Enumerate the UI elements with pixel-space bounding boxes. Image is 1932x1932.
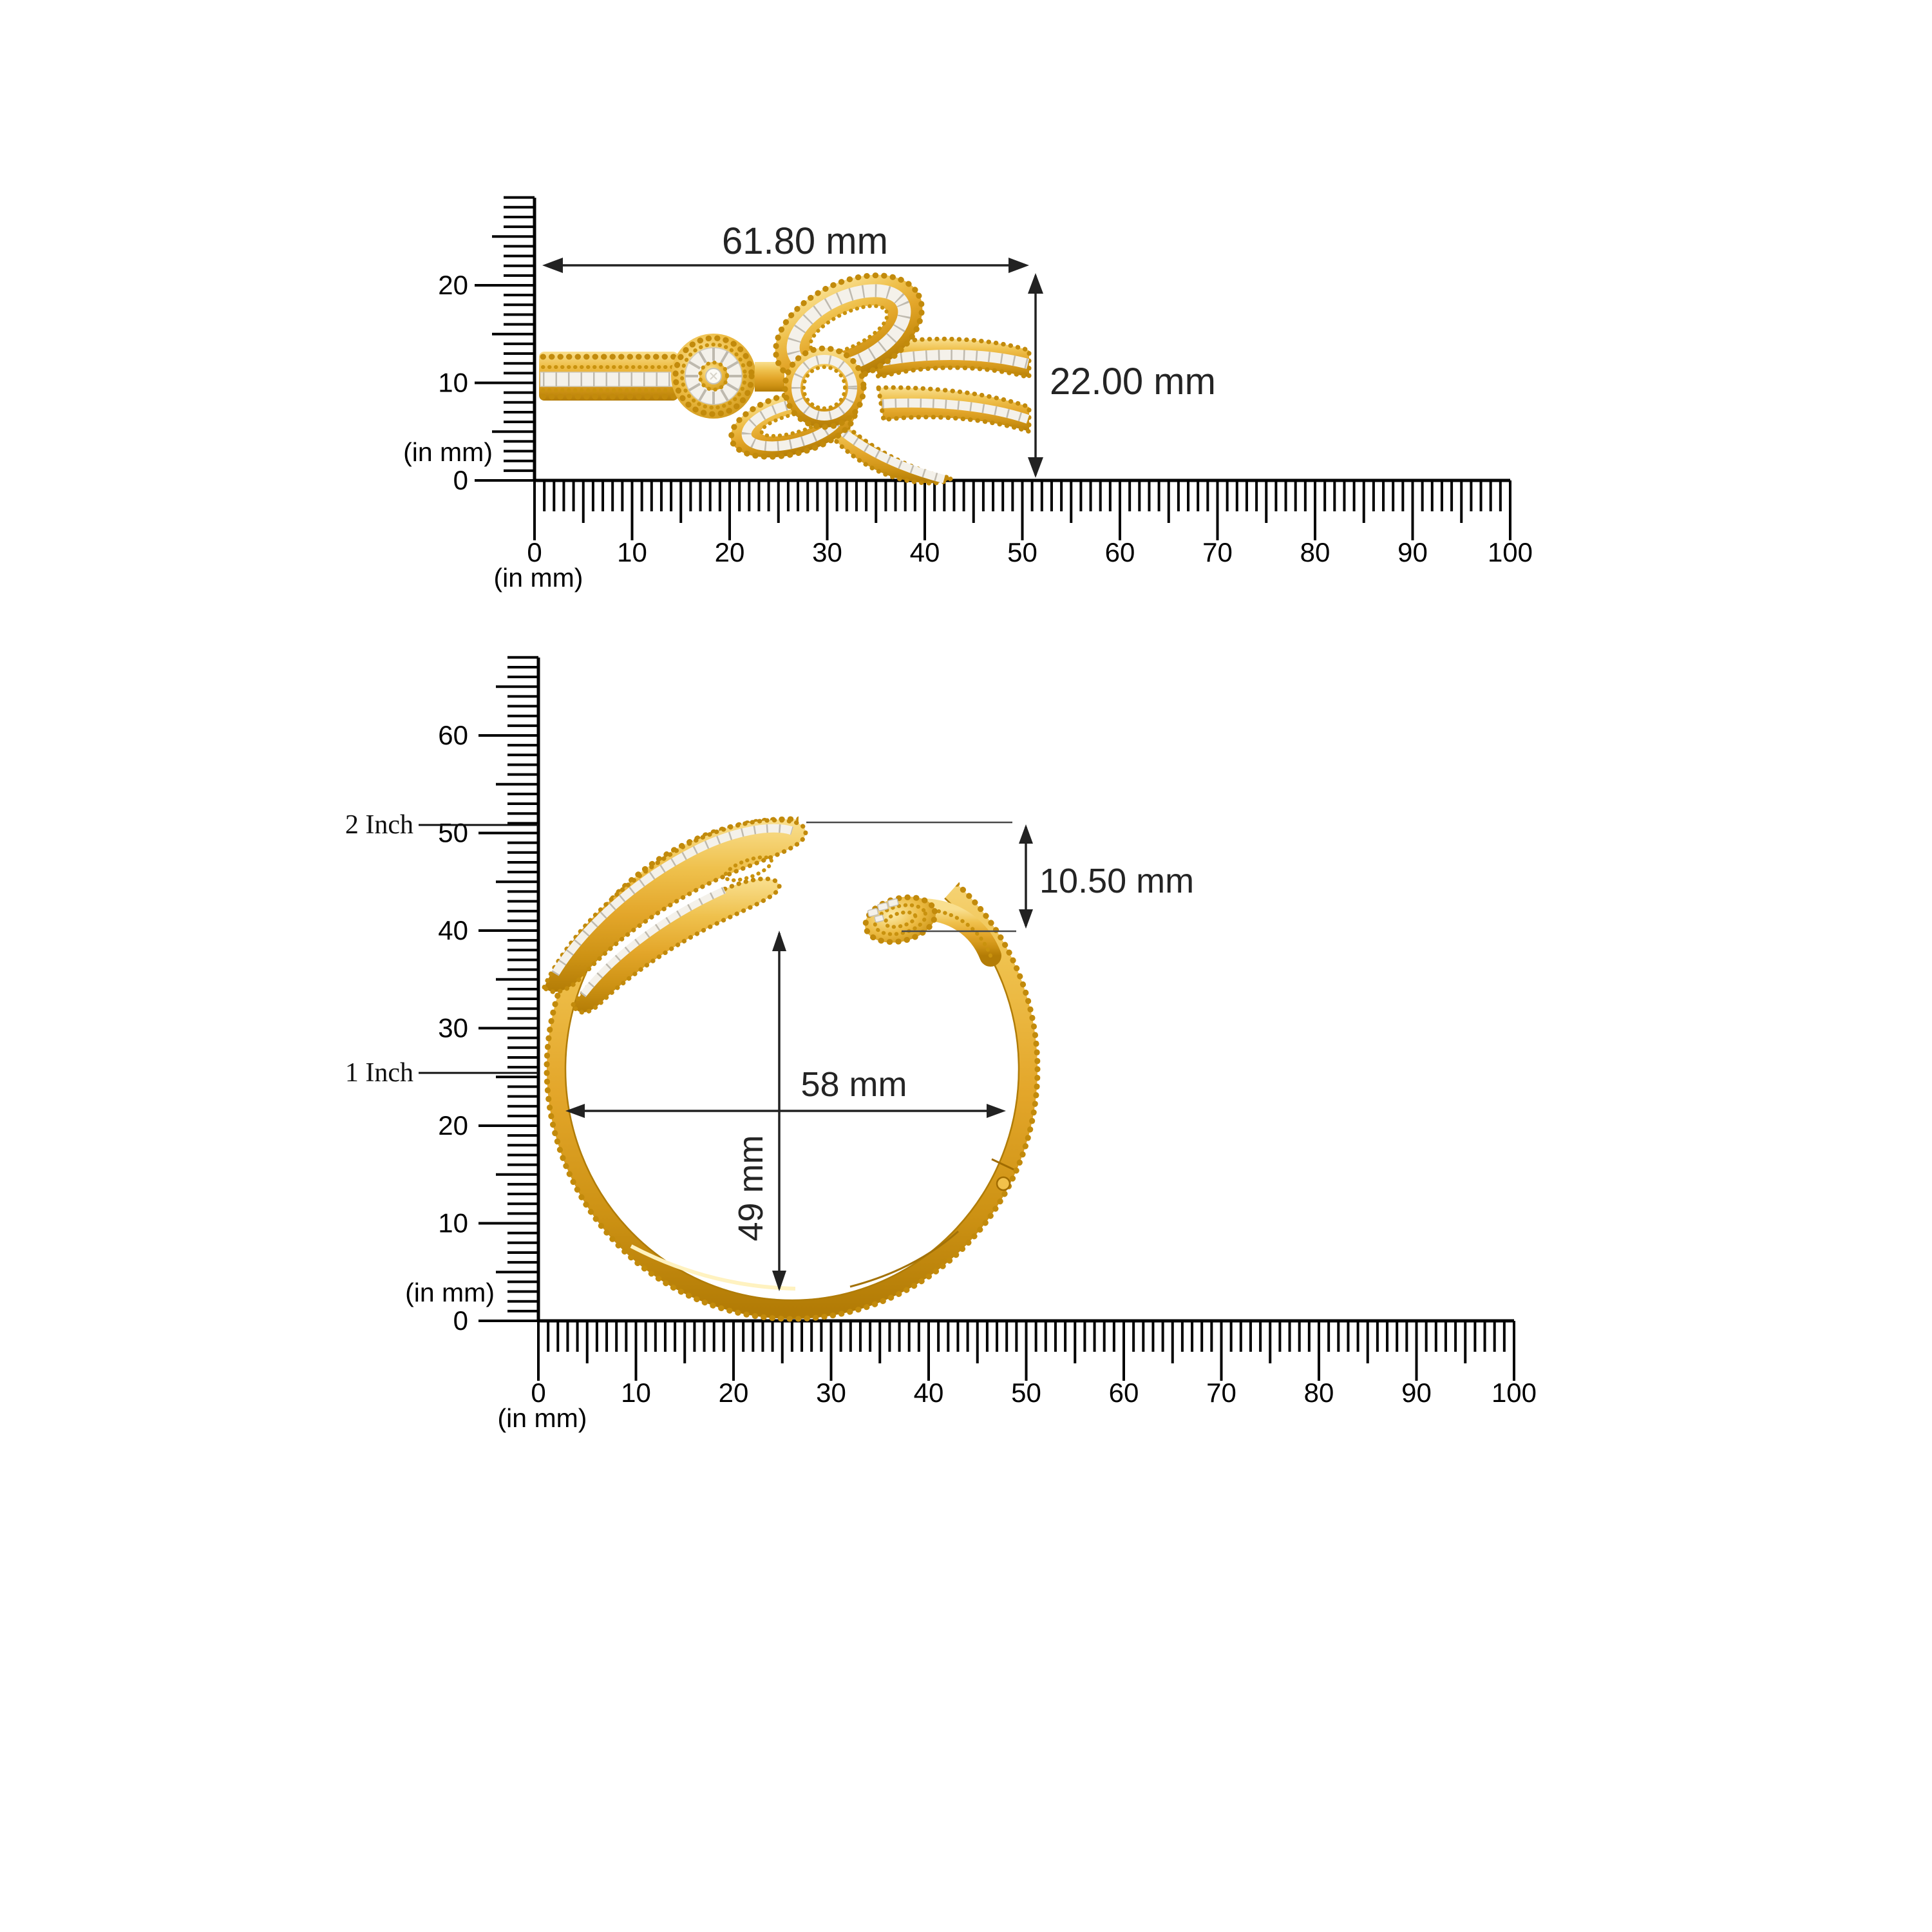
side-ruler-ticks (475, 196, 1511, 540)
horizontal-ruler-label: 100 (1492, 1378, 1537, 1408)
side-jewelry-art (539, 272, 1032, 486)
side-height-arrowhead-bottom (1028, 457, 1043, 478)
horizontal-ruler-label: 10 (617, 537, 647, 567)
side-band-connector (755, 362, 784, 392)
front-horizontal-ruler-unit: (in mm) (498, 1403, 587, 1433)
vertical-ruler-label: 30 (438, 1013, 468, 1043)
horizontal-ruler-label: 0 (527, 537, 542, 567)
horizontal-ruler-label: 80 (1300, 537, 1331, 567)
vertical-ruler-label: 0 (453, 465, 468, 495)
horizontal-ruler-label: 70 (1202, 537, 1233, 567)
side-dimension-annotations: 61.80 mm 22.00 mm (542, 220, 1216, 478)
side-bow (728, 272, 1032, 486)
bangle-hinge (991, 1158, 1014, 1191)
inner-height-arrowhead-bottom (772, 1271, 786, 1291)
inner-height-dimension-label: 49 mm (732, 1135, 770, 1241)
horizontal-ruler-label: 20 (719, 1378, 749, 1408)
side-width-arrowhead-left (542, 258, 563, 273)
side-horizontal-ruler-unit: (in mm) (494, 563, 583, 592)
vertical-ruler-label: 10 (438, 1208, 468, 1238)
figure-front-view: 0 10 20 30 40 50 60 0 10 20 30 40 50 60 70 80 90 100 (in… (345, 656, 1537, 1433)
side-width-arrowhead-right (1009, 258, 1029, 273)
horizontal-ruler-label: 0 (531, 1378, 545, 1408)
side-vertical-ruler-labels: 0 10 20 (438, 270, 468, 495)
vertical-ruler-label: 50 (438, 818, 468, 848)
vertical-ruler-label: 20 (438, 270, 468, 300)
bangle-left-ornament (541, 818, 808, 1015)
diameter-arrowhead-left (565, 1104, 585, 1118)
horizontal-ruler-label: 80 (1304, 1378, 1334, 1408)
two-inch-marker-label: 2 Inch (345, 810, 413, 840)
front-vertical-ruler-labels: 0 10 20 30 40 50 60 (438, 720, 468, 1336)
gap-arrowhead-bottom (1019, 909, 1033, 929)
horizontal-ruler-label: 90 (1401, 1378, 1432, 1408)
front-ruler-ticks (478, 656, 1515, 1381)
horizontal-ruler-label: 40 (910, 537, 940, 567)
front-vertical-ruler-unit: (in mm) (405, 1278, 495, 1307)
horizontal-ruler-label: 50 (1007, 537, 1037, 567)
vertical-ruler-label: 0 (453, 1305, 468, 1336)
horizontal-ruler-label: 90 (1397, 537, 1428, 567)
gap-dimension-label: 10.50 mm (1039, 862, 1194, 900)
horizontal-ruler-label: 20 (715, 537, 745, 567)
gap-arrowhead-top (1019, 824, 1033, 844)
diameter-arrowhead-right (987, 1104, 1006, 1118)
inner-height-arrowhead-top (772, 931, 786, 951)
horizontal-ruler-label: 60 (1109, 1378, 1139, 1408)
side-band-left (539, 352, 680, 401)
hinge-pin (996, 1176, 1011, 1191)
front-jewelry-art (541, 741, 1041, 1322)
side-height-arrowhead-top (1028, 273, 1043, 294)
diameter-dimension-label: 58 mm (800, 1065, 907, 1104)
side-vertical-ruler-unit: (in mm) (403, 437, 493, 467)
horizontal-ruler-label: 70 (1206, 1378, 1236, 1408)
horizontal-ruler-label: 60 (1105, 537, 1135, 567)
horizontal-ruler-label: 30 (816, 1378, 846, 1408)
side-horizontal-ruler-labels: 0 10 20 30 40 50 60 70 80 90 100 (527, 537, 1533, 567)
one-inch-marker-label: 1 Inch (345, 1058, 413, 1088)
horizontal-ruler-label: 50 (1011, 1378, 1041, 1408)
figure-side-view: 0 10 20 0 10 20 30 40 50 60 70 80 90 100 (in mm) (in… (403, 196, 1533, 592)
side-rosette (671, 334, 756, 419)
vertical-ruler-label: 60 (438, 720, 468, 750)
front-dimension-annotations: 10.50 mm 58 mm 49 mm (565, 821, 1194, 1291)
side-width-dimension-label: 61.80 mm (722, 220, 888, 262)
vertical-ruler-label: 40 (438, 915, 468, 945)
horizontal-ruler-label: 100 (1488, 537, 1533, 567)
horizontal-ruler-label: 30 (812, 537, 842, 567)
side-height-dimension-label: 22.00 mm (1050, 361, 1216, 402)
vertical-ruler-label: 20 (438, 1110, 468, 1141)
horizontal-ruler-label: 40 (914, 1378, 944, 1408)
front-horizontal-ruler-labels: 0 10 20 30 40 50 60 70 80 90 100 (531, 1378, 1537, 1408)
horizontal-ruler-label: 10 (621, 1378, 651, 1408)
vertical-ruler-label: 10 (438, 368, 468, 398)
